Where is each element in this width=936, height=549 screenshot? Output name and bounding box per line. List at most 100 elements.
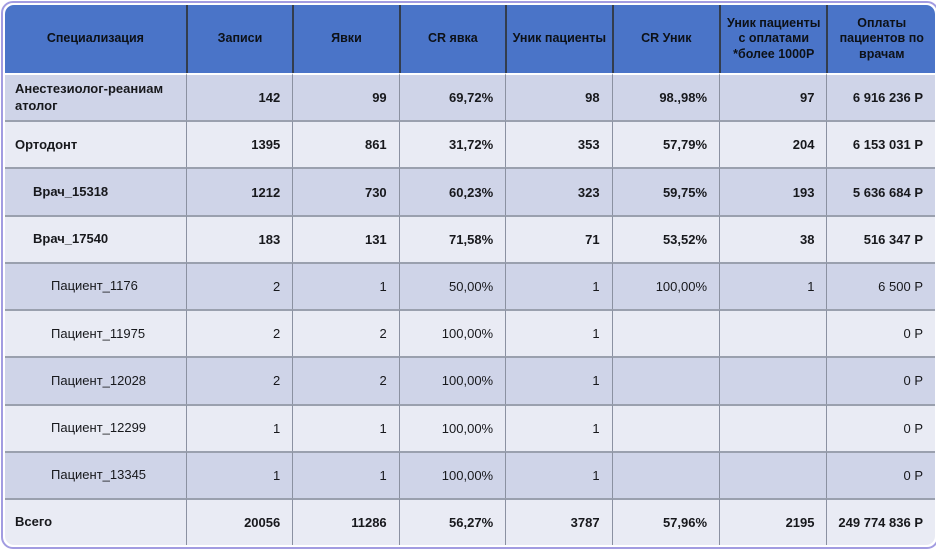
value-cell: 71,58% bbox=[398, 214, 506, 262]
table-footer: Всего 20056 11286 56,27% 3787 57,96% 2195 249 7… bbox=[5, 498, 935, 545]
totals-value-cell: 249 774 836 Р bbox=[826, 498, 935, 545]
table-row: Врач_17540 183 131 71,58% 71 53,52% 38 516 347 … bbox=[5, 214, 935, 262]
value-cell: 98 bbox=[505, 73, 612, 121]
value-cell: 2 bbox=[185, 309, 293, 357]
value-cell: 100,00% bbox=[398, 403, 506, 451]
table-row: Анестезиолог-реаниам атолог 142 99 69,72% 98… bbox=[5, 73, 935, 121]
value-cell: 50,00% bbox=[398, 261, 506, 310]
value-cell: 1 bbox=[719, 261, 827, 310]
value-cell: 6 916 236 Р bbox=[826, 73, 935, 121]
value-cell: 861 bbox=[292, 120, 399, 168]
row-label-cell: Пациент_12028 bbox=[5, 356, 186, 404]
totals-label-cell: Всего bbox=[5, 498, 186, 545]
value-cell bbox=[719, 356, 827, 404]
value-cell: 100,00% bbox=[611, 261, 720, 310]
value-cell: 1 bbox=[505, 309, 612, 357]
value-cell bbox=[611, 450, 720, 498]
value-cell: 516 347 Р bbox=[826, 214, 935, 262]
specializations-pivot-table: Специализация Записи Явки CR явка Уник пацие… bbox=[5, 5, 935, 545]
value-cell: 100,00% bbox=[398, 309, 506, 357]
value-cell: 0 Р bbox=[826, 450, 935, 498]
value-cell bbox=[611, 309, 720, 357]
value-cell: 1 bbox=[505, 450, 612, 498]
value-cell: 131 bbox=[292, 214, 399, 262]
value-cell: 71 bbox=[505, 214, 612, 262]
value-cell: 2 bbox=[292, 356, 399, 404]
row-label-cell: Анестезиолог-реаниам атолог bbox=[5, 73, 186, 121]
totals-value-cell: 20056 bbox=[185, 498, 293, 545]
column-header: Оплаты пациентов по врачам bbox=[826, 5, 935, 73]
column-header: Уник пациенты с оплатами *более 1000Р bbox=[719, 5, 827, 73]
column-header: Записи bbox=[185, 5, 293, 73]
value-cell: 0 Р bbox=[826, 403, 935, 451]
value-cell: 193 bbox=[719, 167, 827, 215]
value-cell: 0 Р bbox=[826, 309, 935, 357]
row-label-cell: Пациент_1176 bbox=[5, 261, 186, 310]
value-cell: 1 bbox=[292, 261, 399, 310]
table-row: Пациент_12299 1 1 100,00% 1 0 Р bbox=[5, 403, 935, 451]
value-cell: 1 bbox=[505, 403, 612, 451]
table-row: Врач_15318 1212 730 60,23% 323 59,75% 193 5 636… bbox=[5, 167, 935, 215]
column-header: CR явка bbox=[398, 5, 506, 73]
row-label-cell: Врач_17540 bbox=[5, 214, 186, 262]
value-cell bbox=[719, 309, 827, 357]
value-cell: 60,23% bbox=[398, 167, 506, 215]
table-body: Анестезиолог-реаниам атолог 142 99 69,72% 98… bbox=[5, 73, 935, 498]
value-cell: 6 500 Р bbox=[826, 261, 935, 310]
value-cell: 1 bbox=[292, 403, 399, 451]
value-cell: 5 636 684 Р bbox=[826, 167, 935, 215]
column-header: Специализация bbox=[5, 5, 186, 73]
value-cell: 53,52% bbox=[611, 214, 720, 262]
value-cell: 100,00% bbox=[398, 356, 506, 404]
table-row: Пациент_13345 1 1 100,00% 1 0 Р bbox=[5, 450, 935, 498]
totals-value-cell: 11286 bbox=[292, 498, 399, 545]
totals-row: Всего 20056 11286 56,27% 3787 57,96% 2195 249 7… bbox=[5, 498, 935, 545]
value-cell: 6 153 031 Р bbox=[826, 120, 935, 168]
value-cell: 323 bbox=[505, 167, 612, 215]
value-cell: 1 bbox=[185, 403, 293, 451]
value-cell: 1 bbox=[292, 450, 399, 498]
totals-value-cell: 2195 bbox=[719, 498, 827, 545]
value-cell: 31,72% bbox=[398, 120, 506, 168]
value-cell: 1 bbox=[185, 450, 293, 498]
value-cell: 1 bbox=[505, 356, 612, 404]
value-cell bbox=[719, 450, 827, 498]
totals-value-cell: 57,96% bbox=[611, 498, 720, 545]
value-cell: 1 bbox=[505, 261, 612, 310]
value-cell: 69,72% bbox=[398, 73, 506, 121]
value-cell: 59,75% bbox=[611, 167, 720, 215]
row-label-cell: Пациент_11975 bbox=[5, 309, 186, 357]
value-cell bbox=[611, 356, 720, 404]
value-cell: 183 bbox=[185, 214, 293, 262]
value-cell: 57,79% bbox=[611, 120, 720, 168]
row-label-cell: Пациент_12299 bbox=[5, 403, 186, 451]
table-row: Ортодонт 1395 861 31,72% 353 57,79% 204 6 153 0… bbox=[5, 120, 935, 168]
totals-value-cell: 3787 bbox=[505, 498, 612, 545]
value-cell: 38 bbox=[719, 214, 827, 262]
column-header: Уник пациенты bbox=[505, 5, 612, 73]
value-cell: 2 bbox=[185, 356, 293, 404]
header-row: Специализация Записи Явки CR явка Уник пацие… bbox=[5, 5, 935, 73]
row-label-cell: Ортодонт bbox=[5, 120, 186, 168]
value-cell: 97 bbox=[719, 73, 827, 121]
value-cell: 1212 bbox=[185, 167, 293, 215]
value-cell: 100,00% bbox=[398, 450, 506, 498]
value-cell: 730 bbox=[292, 167, 399, 215]
table-row: Пациент_12028 2 2 100,00% 1 0 Р bbox=[5, 356, 935, 404]
row-label-cell: Пациент_13345 bbox=[5, 450, 186, 498]
value-cell: 98.,98% bbox=[611, 73, 720, 121]
totals-value-cell: 56,27% bbox=[398, 498, 506, 545]
column-header: Явки bbox=[292, 5, 399, 73]
table-header: Специализация Записи Явки CR явка Уник пацие… bbox=[5, 5, 935, 73]
table-row: Пациент_1176 2 1 50,00% 1 100,00% 1 6 500 Р bbox=[5, 261, 935, 310]
value-cell: 353 bbox=[505, 120, 612, 168]
value-cell bbox=[611, 403, 720, 451]
value-cell: 0 Р bbox=[826, 356, 935, 404]
value-cell bbox=[719, 403, 827, 451]
column-header: CR Уник bbox=[611, 5, 720, 73]
value-cell: 204 bbox=[719, 120, 827, 168]
value-cell: 2 bbox=[185, 261, 293, 310]
row-label-cell: Врач_15318 bbox=[5, 167, 186, 215]
value-cell: 99 bbox=[292, 73, 399, 121]
